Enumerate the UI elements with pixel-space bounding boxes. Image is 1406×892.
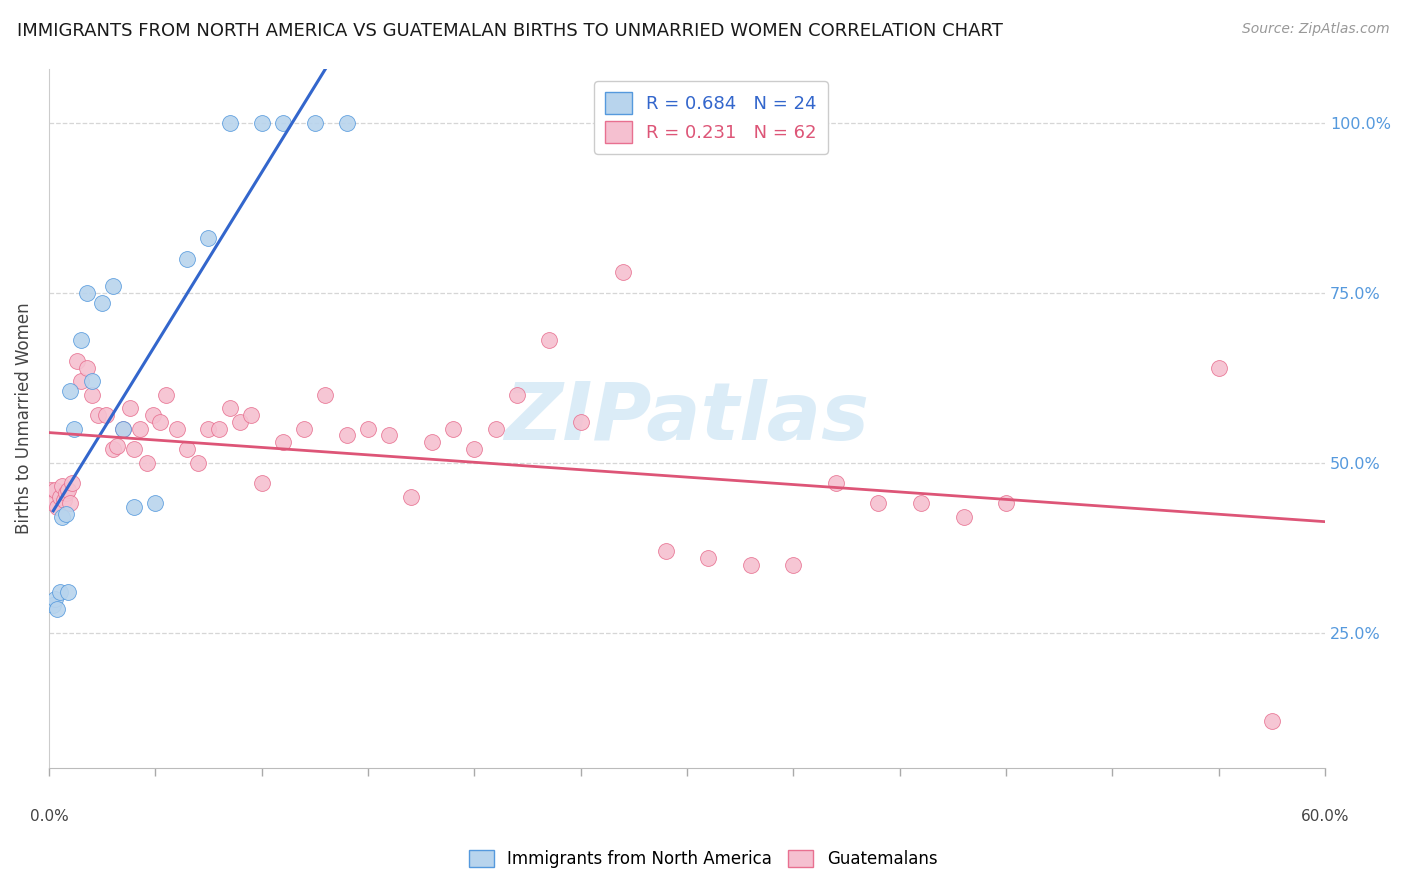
Point [1208, 360, 1230, 375]
Point [176, 442, 198, 456]
Point [910, 496, 932, 510]
Point [46, 601, 69, 615]
Point [56, 584, 79, 599]
Point [112, 422, 135, 436]
Point [48, 584, 70, 599]
Text: Source: ZipAtlas.com: Source: ZipAtlas.com [1241, 22, 1389, 37]
Point [87, 408, 110, 422]
Point [740, 558, 762, 572]
Point [697, 550, 720, 565]
Point [122, 442, 145, 456]
Point [59, 496, 82, 510]
Point [218, 116, 240, 130]
Point [142, 408, 165, 422]
Point [314, 388, 336, 402]
Point [48, 490, 70, 504]
Point [112, 422, 135, 436]
Point [208, 422, 231, 436]
Point [76, 285, 98, 300]
Point [42, 599, 65, 613]
Point [825, 476, 848, 491]
Point [271, 116, 294, 130]
Point [197, 422, 219, 436]
Point [463, 442, 485, 456]
Point [357, 422, 380, 436]
Point [995, 496, 1018, 510]
Point [76, 360, 98, 375]
Point [1261, 714, 1284, 728]
Point [304, 116, 326, 130]
Point [537, 334, 560, 348]
Point [782, 558, 804, 572]
Point [59, 384, 82, 399]
Point [55, 507, 77, 521]
Point [80, 388, 103, 402]
Point [187, 456, 209, 470]
Point [378, 428, 401, 442]
Point [118, 401, 141, 416]
Point [229, 415, 252, 429]
Point [250, 116, 273, 130]
Text: 60.0%: 60.0% [1301, 809, 1350, 824]
Point [135, 456, 157, 470]
Point [197, 231, 219, 245]
Point [148, 415, 170, 429]
Point [292, 422, 315, 436]
Point [612, 265, 634, 279]
Point [271, 435, 294, 450]
Point [60, 476, 83, 491]
Point [240, 408, 263, 422]
Point [166, 422, 188, 436]
Point [868, 496, 890, 510]
Point [65, 353, 87, 368]
Point [51, 510, 73, 524]
Point [51, 479, 73, 493]
Point [101, 279, 124, 293]
Point [105, 439, 128, 453]
Point [52, 493, 75, 508]
Point [70, 374, 93, 388]
Legend: Immigrants from North America, Guatemalans: Immigrants from North America, Guatemala… [463, 843, 943, 875]
Point [506, 388, 529, 402]
Point [336, 428, 359, 442]
Point [80, 374, 103, 388]
Point [155, 388, 177, 402]
Point [569, 415, 592, 429]
Text: 0.0%: 0.0% [30, 809, 69, 824]
Point [336, 116, 359, 130]
Point [63, 422, 86, 436]
Point [91, 296, 114, 310]
Text: ZIPatlas: ZIPatlas [505, 379, 869, 458]
Point [56, 483, 79, 497]
Text: IMMIGRANTS FROM NORTH AMERICA VS GUATEMALAN BIRTHS TO UNMARRIED WOMEN CORRELATIO: IMMIGRANTS FROM NORTH AMERICA VS GUATEMA… [17, 22, 1002, 40]
Point [46, 500, 69, 514]
Point [44, 483, 66, 497]
Y-axis label: Births to Unmarried Women: Births to Unmarried Women [15, 302, 32, 534]
Point [176, 252, 198, 266]
Point [250, 476, 273, 491]
Legend: R = 0.684   N = 24, R = 0.231   N = 62: R = 0.684 N = 24, R = 0.231 N = 62 [593, 81, 828, 154]
Point [44, 591, 66, 606]
Point [143, 496, 166, 510]
Point [485, 422, 508, 436]
Point [218, 401, 240, 416]
Point [70, 334, 93, 348]
Point [129, 422, 152, 436]
Point [122, 500, 145, 514]
Point [420, 435, 443, 450]
Point [96, 408, 118, 422]
Point [441, 422, 464, 436]
Point [55, 486, 77, 500]
Point [42, 496, 65, 510]
Point [655, 544, 678, 558]
Point [39, 483, 62, 497]
Point [101, 442, 124, 456]
Point [399, 490, 422, 504]
Point [952, 510, 974, 524]
